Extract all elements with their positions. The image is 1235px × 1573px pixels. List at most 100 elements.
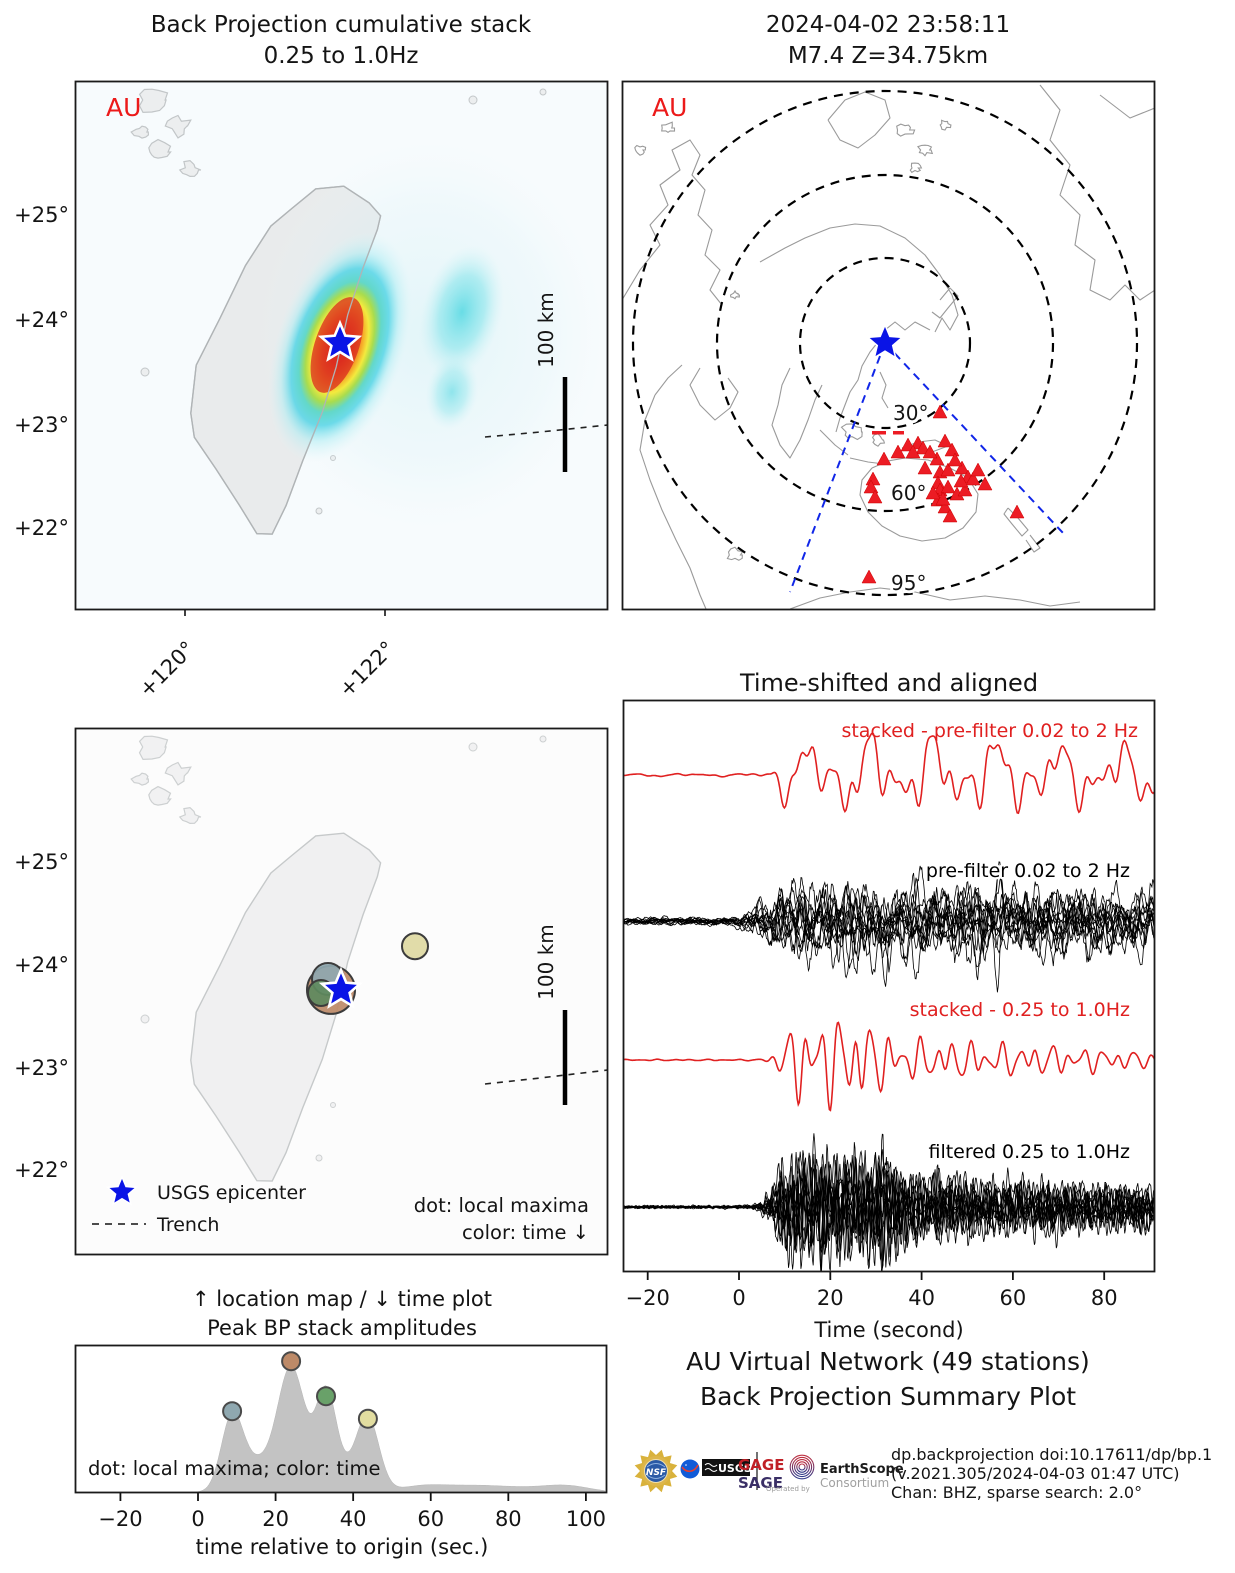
- small-islands: [148, 785, 172, 806]
- station-mark-dash: [893, 431, 904, 435]
- waveform-label-prefilter: pre-filter 0.02 to 2 Hz: [926, 860, 1130, 882]
- bp-map-lon-tick-122: +122°: [334, 637, 399, 702]
- ryukyu-islet: [539, 735, 547, 743]
- world-coastline: [1099, 94, 1154, 119]
- station-triangle: [935, 491, 951, 506]
- bp-map-network-label: AU: [106, 93, 141, 122]
- credit-doi: dp.backprojection doi:10.17611/dp/bp.1: [891, 1445, 1212, 1464]
- waveform-x-tick-label: 60: [1000, 1286, 1027, 1310]
- amplitude-x-tick-label: 0: [191, 1507, 204, 1531]
- waveform-graphics: [624, 732, 1154, 1271]
- station-triangle: [937, 433, 953, 448]
- amplitude-x-tick-label: 60: [417, 1507, 444, 1531]
- axes-ticks: −20 0 20 40 60 80 −20 0 20 40 60 80 100: [98, 609, 1118, 1531]
- amplitude-x-tick-label: 100: [566, 1507, 606, 1531]
- gage-logo-text: GAGE: [738, 1456, 784, 1474]
- station-triangle: [917, 460, 933, 475]
- penghu-island: [140, 1014, 150, 1024]
- amplitude-xaxis-label: time relative to origin (sec.): [196, 1535, 489, 1559]
- trench-line: [484, 424, 607, 438]
- bp-map-lon-tick-120: +120°: [134, 637, 199, 702]
- waveform-x-tick-label: 0: [732, 1286, 745, 1310]
- event-title-datetime: 2024-04-02 23:58:11: [766, 12, 1010, 38]
- maxima-map-lat-tick-23: +23°: [14, 1056, 69, 1080]
- bp-map-title-line1: Back Projection cumulative stack: [151, 12, 532, 38]
- world-island: [729, 289, 740, 300]
- waveform-x-tick-label: 20: [817, 1286, 844, 1310]
- maxima-map-scalebar-label: 100 km: [534, 924, 558, 1000]
- world-island: [871, 433, 886, 447]
- amplitude-note: dot: local maxima; color: time: [88, 1457, 380, 1480]
- waveform-x-tick-label: 80: [1091, 1286, 1118, 1310]
- earthscope-logo-spiral: [789, 1454, 815, 1480]
- secondary-heat-blob: [425, 354, 479, 430]
- amplitude-area: [190, 1365, 606, 1492]
- amplitude-peak-dot-t43.8: [357, 1408, 378, 1429]
- ryukyu-islet: [468, 742, 478, 752]
- maxima-map-lat-tick-22: +22°: [14, 1158, 69, 1182]
- maxima-map-border: [74, 727, 609, 1256]
- green-island: [330, 1102, 336, 1108]
- station-triangle: [942, 508, 958, 523]
- station-triangle: [944, 442, 960, 457]
- nasa-logo-swoosh: [681, 1464, 699, 1473]
- amplitude-peak-dot-t8.8: [222, 1401, 243, 1422]
- stacked-filtered-trace: [624, 1021, 1154, 1112]
- world-island: [896, 123, 916, 137]
- world-map-network-label: AU: [652, 93, 687, 122]
- usgs-logo-wave: [704, 1463, 718, 1472]
- world-island: [939, 119, 952, 131]
- small-islands: [178, 159, 202, 178]
- amplitude-x-tick-label: −20: [98, 1507, 142, 1531]
- small-islands: [138, 735, 169, 761]
- distance-ring-30deg: [798, 256, 972, 430]
- prefilter-station-trace: [624, 881, 1154, 970]
- station-triangle: [905, 444, 921, 459]
- distance-ring-95deg: [631, 89, 1139, 597]
- small-islands: [164, 114, 192, 139]
- secondary-heat-blob: [419, 245, 505, 379]
- world-coastline: [859, 457, 979, 542]
- operated-by-text: Operated by: [766, 1485, 810, 1493]
- prefilter-station-trace: [624, 878, 1154, 979]
- world-coastline: [771, 367, 823, 459]
- lanyu-island: [315, 1154, 323, 1162]
- waveform-panel-title: Time-shifted and aligned: [739, 669, 1038, 697]
- world-coastline: [827, 91, 891, 149]
- earthscope-logo-spiral: [794, 1459, 810, 1475]
- waveform-xaxis-label: Time (second): [813, 1318, 963, 1342]
- world-coastline: [623, 139, 723, 306]
- station-triangle: [953, 473, 969, 488]
- usgs-logo-letters: USGS: [718, 1462, 752, 1475]
- bp-map-lat-tick-25: +25°: [14, 203, 69, 227]
- amplitude-graphics: [190, 1351, 606, 1492]
- maxima-note-line2: color: time ↓: [462, 1221, 589, 1244]
- station-triangle: [940, 479, 956, 494]
- ring-label-60: 60°: [891, 481, 926, 505]
- footer-plot-title: Back Projection Summary Plot: [700, 1382, 1076, 1411]
- waveform-x-tick-label: 40: [908, 1286, 935, 1310]
- station-triangle: [970, 462, 986, 477]
- waveform-label-stacked-filtered: stacked - 0.25 to 1.0Hz: [910, 999, 1130, 1021]
- station-triangle: [925, 485, 941, 500]
- world-coastline: [759, 223, 959, 333]
- station-triangle: [915, 440, 931, 455]
- station-triangle: [937, 499, 953, 514]
- usgs-epicenter-star: [318, 966, 364, 1009]
- bp-map-lat-tick-24: +24°: [14, 308, 69, 332]
- station-triangle: [863, 479, 879, 494]
- azimuth-fan-line: [884, 342, 1064, 534]
- world-coastline: [931, 287, 959, 319]
- maxima-map-lat-tick-24: +24°: [14, 953, 69, 977]
- station-triangle: [947, 452, 963, 467]
- small-islands: [130, 125, 150, 139]
- world-island: [909, 162, 923, 174]
- local-maxima-dot-t44: [401, 932, 429, 961]
- event-title-magnitude-depth: M7.4 Z=34.75km: [788, 43, 988, 69]
- station-triangle: [940, 462, 956, 477]
- credit-channel: Chan: BHZ, sparse search: 2.0°: [891, 1483, 1142, 1502]
- amplitude-peak-dot-t24: [281, 1351, 302, 1372]
- lanyu-island: [315, 507, 323, 515]
